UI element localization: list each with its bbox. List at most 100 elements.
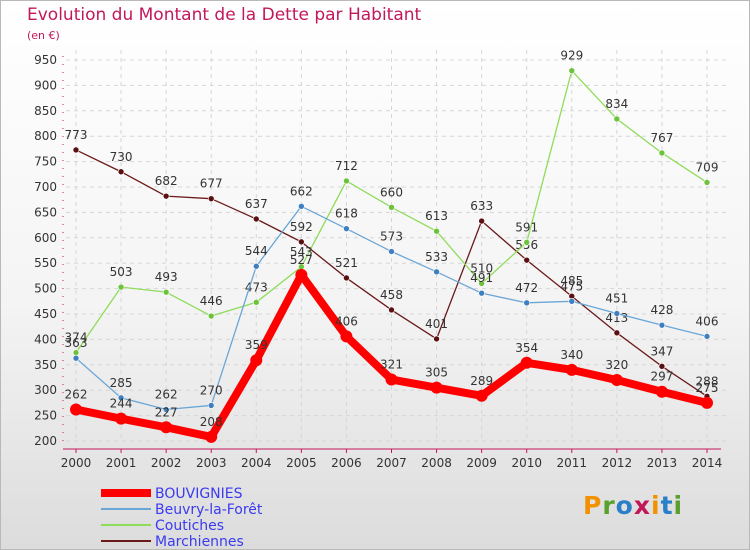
data-label: 288 bbox=[696, 374, 719, 388]
data-label: 270 bbox=[200, 383, 223, 397]
data-label: 347 bbox=[650, 344, 673, 358]
chart-title: Evolution du Montant de la Dette par Hab… bbox=[27, 5, 422, 25]
data-point bbox=[298, 238, 305, 246]
x-tick-label: 2013 bbox=[647, 456, 678, 470]
data-label: 543 bbox=[290, 245, 313, 259]
data-point bbox=[252, 262, 260, 270]
data-point bbox=[117, 283, 125, 291]
legend-label: BOUVIGNIES bbox=[155, 486, 243, 502]
data-point bbox=[568, 297, 576, 305]
data-label: 485 bbox=[560, 274, 583, 288]
data-point bbox=[478, 289, 485, 297]
x-tick-label: 2005 bbox=[286, 456, 317, 470]
data-point bbox=[523, 299, 531, 307]
data-label: 533 bbox=[425, 250, 448, 264]
data-label: 712 bbox=[335, 159, 358, 173]
logo-letter: t bbox=[660, 491, 674, 520]
data-label: 262 bbox=[65, 388, 88, 402]
data-label: 363 bbox=[65, 336, 88, 350]
data-label: 773 bbox=[65, 128, 88, 142]
data-point bbox=[207, 402, 215, 409]
data-label: 633 bbox=[470, 199, 493, 213]
x-tick-label: 2014 bbox=[692, 456, 723, 470]
data-point bbox=[72, 349, 80, 356]
data-label: 491 bbox=[470, 271, 493, 285]
data-point bbox=[385, 373, 398, 386]
data-label: 618 bbox=[335, 207, 358, 221]
x-tick-label: 2001 bbox=[106, 456, 137, 470]
data-point bbox=[250, 354, 263, 367]
y-tick-label: 550 bbox=[34, 256, 57, 270]
data-point bbox=[568, 67, 576, 74]
data-point bbox=[72, 354, 80, 362]
logo-letter: x bbox=[633, 491, 651, 520]
x-tick-label: 2012 bbox=[602, 456, 633, 470]
y-tick-label: 700 bbox=[34, 180, 57, 194]
x-tick-label: 2003 bbox=[196, 456, 227, 470]
data-point bbox=[658, 149, 666, 157]
data-point bbox=[162, 406, 170, 413]
data-point bbox=[520, 356, 533, 369]
data-point bbox=[610, 374, 623, 387]
data-point bbox=[295, 268, 308, 281]
y-tick-label: 600 bbox=[34, 231, 57, 245]
data-label: 682 bbox=[155, 174, 178, 188]
y-tick-label: 300 bbox=[34, 383, 57, 397]
legend-item: BOUVIGNIES bbox=[101, 486, 243, 502]
series-beuvry-la-for-t: 363 285 262 270 544 662 618 573 533 491 472 475 451 4… bbox=[65, 184, 719, 413]
logo-letter: P bbox=[583, 491, 603, 520]
data-label: 305 bbox=[425, 366, 448, 380]
data-label: 320 bbox=[605, 358, 628, 372]
data-label: 374 bbox=[65, 331, 88, 345]
y-tick-label: 450 bbox=[34, 307, 57, 321]
data-point bbox=[478, 280, 485, 287]
y-tick-label: 400 bbox=[34, 332, 57, 346]
y-tick-label: 950 bbox=[34, 53, 57, 67]
legend-item: Beuvry-la-Forêt bbox=[101, 502, 263, 518]
x-tick-label: 2006 bbox=[331, 456, 362, 470]
x-tick-label: 2002 bbox=[151, 456, 182, 470]
data-label: 592 bbox=[290, 220, 313, 234]
legend-item: Marchiennes bbox=[101, 534, 244, 549]
data-point bbox=[388, 248, 395, 255]
data-label: 475 bbox=[560, 279, 583, 293]
data-label: 510 bbox=[470, 262, 493, 276]
data-label: 472 bbox=[515, 281, 538, 295]
data-label: 929 bbox=[560, 49, 583, 63]
data-label: 544 bbox=[245, 244, 268, 258]
data-label: 289 bbox=[470, 374, 493, 388]
y-tick-label: 650 bbox=[34, 205, 57, 219]
data-point bbox=[478, 217, 485, 225]
data-label: 767 bbox=[650, 131, 673, 145]
data-point bbox=[613, 310, 621, 317]
chart-unit: (en €) bbox=[27, 29, 60, 42]
data-label: 446 bbox=[200, 294, 223, 308]
data-label: 406 bbox=[335, 314, 358, 328]
legend-label: Marchiennes bbox=[155, 534, 244, 549]
data-point bbox=[658, 321, 666, 329]
data-point bbox=[703, 179, 711, 186]
x-tick-label: 2007 bbox=[376, 456, 407, 470]
data-point bbox=[298, 203, 305, 210]
y-tick-label: 850 bbox=[34, 104, 57, 118]
y-tick-label: 500 bbox=[34, 282, 57, 296]
data-point bbox=[523, 239, 531, 246]
data-label: 354 bbox=[515, 341, 538, 355]
data-label: 401 bbox=[425, 317, 448, 331]
data-label: 413 bbox=[605, 311, 628, 325]
data-point bbox=[343, 274, 350, 282]
data-label: 340 bbox=[560, 348, 583, 362]
y-tick-label: 800 bbox=[34, 129, 57, 143]
data-label: 406 bbox=[696, 314, 719, 328]
data-point bbox=[117, 168, 125, 176]
data-point bbox=[115, 412, 128, 425]
data-point bbox=[613, 115, 621, 123]
data-label: 297 bbox=[650, 370, 673, 384]
series-marchiennes: 7737306826776375925214584016335564854133… bbox=[65, 128, 719, 400]
data-label: 662 bbox=[290, 184, 313, 198]
data-point bbox=[523, 256, 531, 264]
logo-letter: i bbox=[651, 491, 661, 520]
data-point bbox=[70, 403, 82, 416]
data-point bbox=[565, 363, 578, 376]
